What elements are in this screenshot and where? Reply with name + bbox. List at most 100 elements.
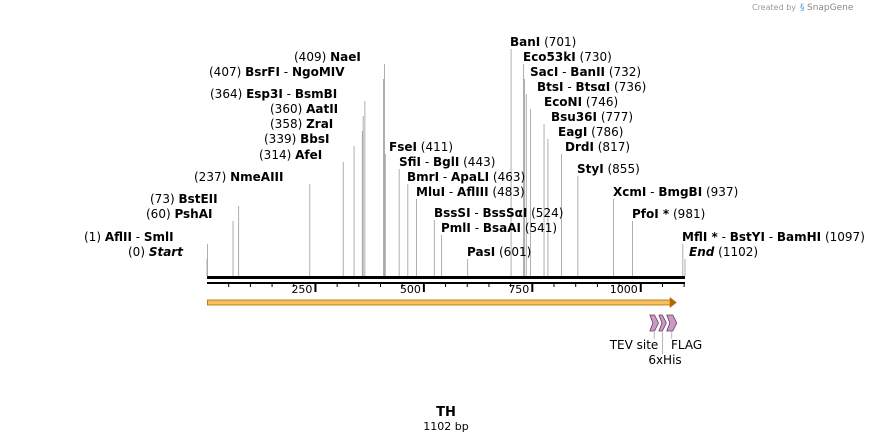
enzyme-name[interactable]: BglI	[433, 155, 459, 169]
enzyme-name[interactable]: SfiI	[399, 155, 421, 169]
enzyme-name[interactable]: BssSI	[434, 206, 471, 220]
cut-site-s60[interactable]: (60) PshAI	[146, 207, 212, 221]
cut-site-s237[interactable]: (237) NmeAIII	[194, 170, 283, 184]
enzyme-name[interactable]: Start	[149, 245, 184, 259]
enzyme-name[interactable]: SmlI	[144, 230, 174, 244]
feature-flag[interactable]: FLAG	[666, 314, 702, 352]
cut-site-label[interactable]: End (1102)	[689, 245, 758, 259]
cut-site-label[interactable]: PmlI - BsaAI (541)	[441, 221, 557, 235]
enzyme-name[interactable]: BamHI	[777, 230, 821, 244]
cut-site-s443[interactable]: SfiI - BglI (443)	[399, 155, 495, 169]
enzyme-name[interactable]: AatII	[306, 102, 338, 116]
enzyme-name[interactable]: Bsu36I	[551, 110, 597, 124]
cut-site-s314[interactable]: (314) AfeI	[259, 148, 322, 162]
enzyme-name[interactable]: BtsI	[537, 80, 564, 94]
enzyme-name[interactable]: BmrI	[407, 170, 439, 184]
cut-site-label[interactable]: Bsu36I (777)	[551, 110, 633, 124]
cut-site-s483[interactable]: MluI - AflIII (483)	[416, 185, 525, 199]
cut-site-s786[interactable]: EagI (786)	[558, 125, 623, 139]
cut-site-label[interactable]: (360) AatII	[270, 102, 338, 116]
cut-site-s937[interactable]: XcmI - BmgBI (937)	[613, 185, 738, 199]
cut-site-label[interactable]: (0) Start	[128, 245, 184, 259]
cut-site-s730[interactable]: Eco53kI (730)	[523, 50, 612, 64]
enzyme-name[interactable]: PfoI *	[632, 207, 670, 221]
cut-site-label[interactable]: BtsI - BtsαI (736)	[537, 80, 646, 94]
enzyme-name[interactable]: EcoNI	[544, 95, 582, 109]
enzyme-name[interactable]: BtsαI	[575, 80, 610, 94]
cut-site-s601[interactable]: PasI (601)	[467, 245, 531, 259]
feature-label[interactable]: TEV site	[609, 338, 659, 352]
cut-site-s736[interactable]: BtsI - BtsαI (736)	[537, 80, 646, 94]
enzyme-name[interactable]: ApaLI	[451, 170, 489, 184]
cut-site-s360[interactable]: (360) AatII	[270, 102, 338, 116]
enzyme-name[interactable]: BstYI	[730, 230, 765, 244]
cut-site-s817[interactable]: DrdI (817)	[565, 140, 630, 154]
cut-site-label[interactable]: PasI (601)	[467, 245, 531, 259]
cut-site-label[interactable]: (1) AflII - SmlI	[84, 230, 174, 244]
cut-site-label[interactable]: MluI - AflIII (483)	[416, 185, 525, 199]
cut-site-s855[interactable]: StyI (855)	[577, 162, 640, 176]
feature-label[interactable]: 6xHis	[648, 353, 681, 367]
cut-site-label[interactable]: BanI (701)	[510, 35, 576, 49]
cut-site-label[interactable]: SacI - BanII (732)	[530, 65, 641, 79]
cut-site-s407[interactable]: (407) BsrFI - NgoMIV	[209, 65, 345, 79]
cut-site-label[interactable]: FseI (411)	[389, 140, 453, 154]
orf-arrow[interactable]	[207, 297, 677, 308]
feature-tev-site[interactable]: TEV site	[609, 314, 659, 352]
feature-label[interactable]: FLAG	[671, 338, 702, 352]
cut-site-s463[interactable]: BmrI - ApaLI (463)	[407, 170, 525, 184]
cut-site-label[interactable]: BssSI - BssSαI (524)	[434, 206, 563, 220]
cut-site-s541[interactable]: PmlI - BsaAI (541)	[441, 221, 557, 235]
enzyme-name[interactable]: NmeAIII	[230, 170, 283, 184]
enzyme-name[interactable]: BsaAI	[483, 221, 521, 235]
cut-site-s339[interactable]: (339) BbsI	[264, 132, 329, 146]
enzyme-name[interactable]: PmlI	[441, 221, 471, 235]
cut-site-s777[interactable]: Bsu36I (777)	[551, 110, 633, 124]
enzyme-name[interactable]: SacI	[530, 65, 558, 79]
cut-site-s411[interactable]: FseI (411)	[389, 140, 453, 154]
cut-site-s981[interactable]: PfoI * (981)	[632, 207, 705, 221]
cut-site-label[interactable]: (407) BsrFI - NgoMIV	[209, 65, 345, 79]
enzyme-name[interactable]: PasI	[467, 245, 495, 259]
cut-site-label[interactable]: (237) NmeAIII	[194, 170, 283, 184]
cut-site-label[interactable]: (364) Esp3I - BsmBI	[210, 87, 337, 101]
cut-site-s409[interactable]: (409) NaeI	[294, 50, 361, 64]
cut-site-s73[interactable]: (73) BstEII	[150, 192, 218, 206]
enzyme-name[interactable]: FseI	[389, 140, 417, 154]
feature-arrow-icon[interactable]	[666, 314, 678, 332]
cut-site-label[interactable]: BmrI - ApaLI (463)	[407, 170, 525, 184]
enzyme-name[interactable]: BsrFI	[245, 65, 280, 79]
cut-site-label[interactable]: (409) NaeI	[294, 50, 361, 64]
enzyme-name[interactable]: BanI	[510, 35, 540, 49]
enzyme-name[interactable]: AflII	[105, 230, 132, 244]
enzyme-name[interactable]: MflI *	[682, 230, 718, 244]
enzyme-name[interactable]: MluI	[416, 185, 445, 199]
cut-site-label[interactable]: (358) ZraI	[270, 117, 333, 131]
cut-site-s732[interactable]: SacI - BanII (732)	[530, 65, 641, 79]
enzyme-name[interactable]: DrdI	[565, 140, 594, 154]
enzyme-name[interactable]: AfeI	[295, 148, 322, 162]
enzyme-name[interactable]: BanII	[570, 65, 605, 79]
cut-site-s0[interactable]: (0) Start	[128, 245, 184, 259]
enzyme-name[interactable]: Eco53kI	[523, 50, 576, 64]
enzyme-name[interactable]: BsmBI	[295, 87, 337, 101]
enzyme-name[interactable]: NaeI	[330, 50, 361, 64]
cut-site-label[interactable]: Eco53kI (730)	[523, 50, 612, 64]
enzyme-name[interactable]: BmgBI	[658, 185, 702, 199]
cut-site-label[interactable]: (60) PshAI	[146, 207, 212, 221]
enzyme-name[interactable]: BssSαI	[483, 206, 528, 220]
cut-site-label[interactable]: PfoI * (981)	[632, 207, 705, 221]
feature-arrow-icon[interactable]	[649, 314, 659, 332]
orf-bar[interactable]	[207, 299, 672, 306]
cut-site-label[interactable]: StyI (855)	[577, 162, 640, 176]
cut-site-s364[interactable]: (364) Esp3I - BsmBI	[210, 87, 337, 101]
enzyme-name[interactable]: EagI	[558, 125, 587, 139]
cut-site-label[interactable]: EcoNI (746)	[544, 95, 618, 109]
enzyme-name[interactable]: XcmI	[613, 185, 646, 199]
cut-site-label[interactable]: SfiI - BglI (443)	[399, 155, 495, 169]
cut-site-label[interactable]: DrdI (817)	[565, 140, 630, 154]
enzyme-name[interactable]: ZraI	[306, 117, 333, 131]
cut-site-s524[interactable]: BssSI - BssSαI (524)	[434, 206, 563, 220]
cut-site-label[interactable]: (314) AfeI	[259, 148, 322, 162]
cut-site-label[interactable]: (73) BstEII	[150, 192, 218, 206]
